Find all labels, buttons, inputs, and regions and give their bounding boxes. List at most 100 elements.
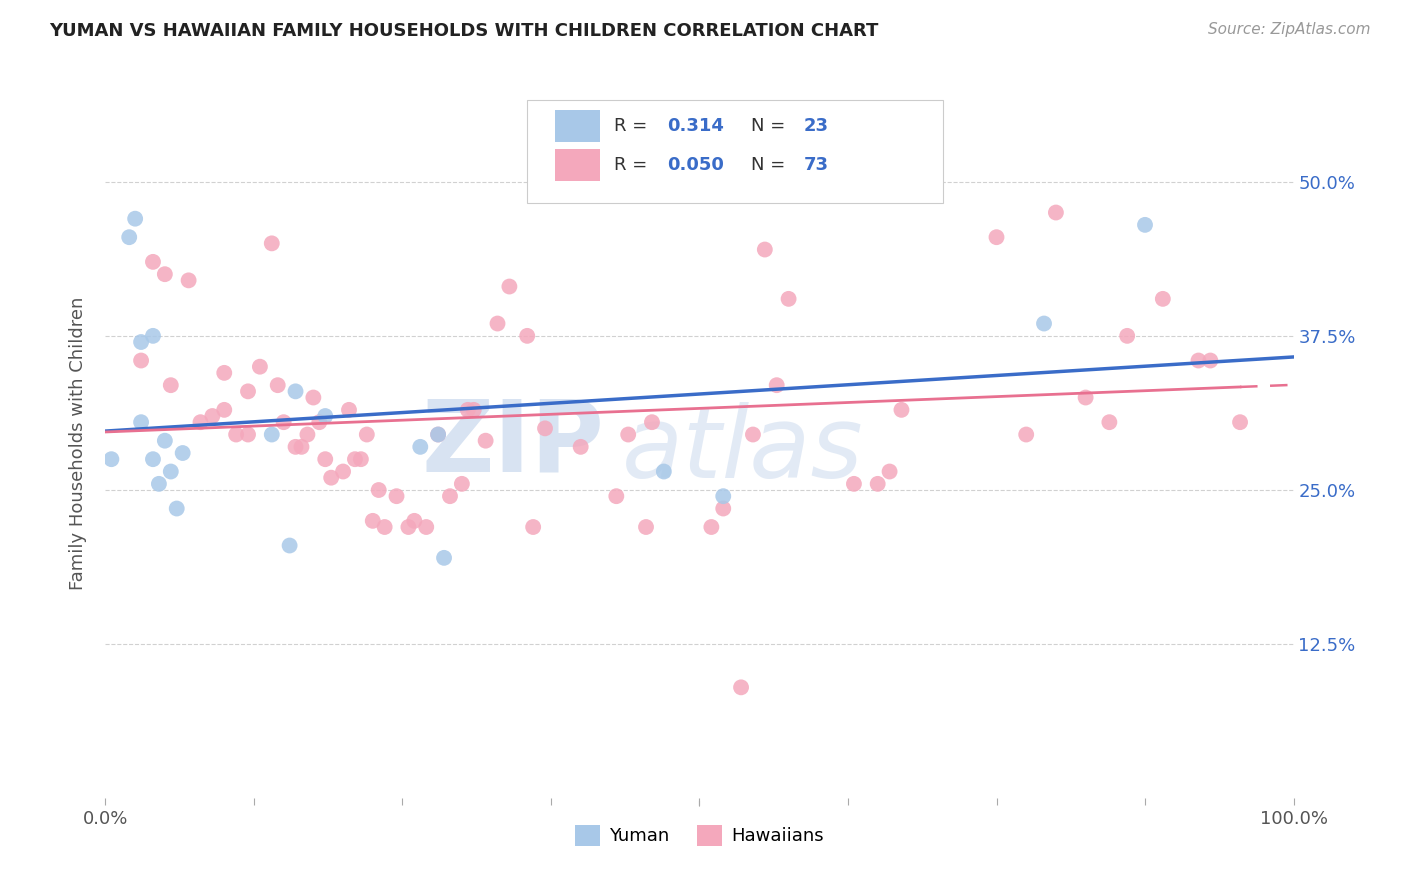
Point <box>457 402 479 417</box>
Point <box>385 489 408 503</box>
Point <box>124 211 146 226</box>
Point <box>153 267 176 281</box>
Point <box>267 378 290 392</box>
Point <box>427 427 450 442</box>
Text: R =: R = <box>614 118 652 136</box>
Point <box>842 476 865 491</box>
Text: ZIP: ZIP <box>422 395 605 492</box>
Point <box>332 465 354 479</box>
Point <box>1098 415 1121 429</box>
FancyBboxPatch shape <box>527 100 943 202</box>
Point <box>427 427 450 442</box>
Point <box>260 236 283 251</box>
Point <box>166 501 188 516</box>
Point <box>1133 218 1156 232</box>
Text: atlas: atlas <box>623 402 863 500</box>
Point <box>159 465 181 479</box>
Point <box>142 329 165 343</box>
Point <box>1015 427 1038 442</box>
Legend: Yuman, Hawaiians: Yuman, Hawaiians <box>568 818 831 853</box>
Point <box>129 353 152 368</box>
Point <box>284 384 307 399</box>
Point <box>374 520 396 534</box>
Point <box>284 440 307 454</box>
Text: 0.314: 0.314 <box>668 118 724 136</box>
Point <box>617 427 640 442</box>
Point <box>350 452 373 467</box>
Point <box>754 243 776 257</box>
Text: YUMAN VS HAWAIIAN FAMILY HOUSEHOLDS WITH CHILDREN CORRELATION CHART: YUMAN VS HAWAIIAN FAMILY HOUSEHOLDS WITH… <box>49 22 879 40</box>
Point <box>778 292 800 306</box>
Point <box>409 440 432 454</box>
Point <box>129 415 152 429</box>
Point <box>236 384 259 399</box>
FancyBboxPatch shape <box>554 150 600 181</box>
Point <box>356 427 378 442</box>
Point <box>367 483 389 497</box>
Point <box>290 440 312 454</box>
Point <box>159 378 181 392</box>
Point <box>711 489 734 503</box>
Point <box>1152 292 1174 306</box>
Point <box>273 415 295 429</box>
Point <box>634 520 657 534</box>
Point <box>177 273 200 287</box>
Point <box>225 427 247 442</box>
Point <box>314 452 336 467</box>
Point <box>522 520 544 534</box>
Point <box>730 681 752 695</box>
Text: 73: 73 <box>804 156 830 175</box>
Point <box>474 434 496 448</box>
Text: Source: ZipAtlas.com: Source: ZipAtlas.com <box>1208 22 1371 37</box>
Point <box>1229 415 1251 429</box>
Point <box>641 415 664 429</box>
Y-axis label: Family Households with Children: Family Households with Children <box>69 297 87 591</box>
Point <box>236 427 259 442</box>
Point <box>534 421 557 435</box>
Point <box>404 514 426 528</box>
Point <box>605 489 627 503</box>
Point <box>343 452 366 467</box>
Point <box>890 402 912 417</box>
Text: N =: N = <box>751 156 790 175</box>
Point <box>142 255 165 269</box>
Text: N =: N = <box>751 118 790 136</box>
Point <box>129 334 152 349</box>
Point <box>396 520 419 534</box>
Point <box>214 366 236 380</box>
Point <box>1045 205 1067 219</box>
Point <box>486 317 509 331</box>
Point <box>321 471 343 485</box>
Point <box>1199 353 1222 368</box>
Point <box>314 409 336 423</box>
Point <box>214 402 236 417</box>
Point <box>1187 353 1209 368</box>
Point <box>986 230 1008 244</box>
Point <box>433 550 456 565</box>
Text: 23: 23 <box>804 118 830 136</box>
Point <box>278 539 301 553</box>
Point <box>516 329 538 343</box>
Point <box>172 446 194 460</box>
Point <box>190 415 212 429</box>
Point <box>1033 317 1056 331</box>
Point <box>100 452 122 467</box>
Point <box>148 476 170 491</box>
Point <box>153 434 176 448</box>
Point <box>879 465 901 479</box>
Point <box>142 452 165 467</box>
Point <box>118 230 141 244</box>
Point <box>896 144 918 158</box>
Point <box>337 402 360 417</box>
Point <box>297 427 319 442</box>
Point <box>450 476 472 491</box>
Point <box>700 520 723 534</box>
Point <box>1074 391 1097 405</box>
Point <box>652 465 675 479</box>
Point <box>308 415 330 429</box>
Point <box>415 520 437 534</box>
FancyBboxPatch shape <box>554 111 600 143</box>
Point <box>1116 329 1139 343</box>
Point <box>249 359 271 374</box>
Point <box>711 501 734 516</box>
